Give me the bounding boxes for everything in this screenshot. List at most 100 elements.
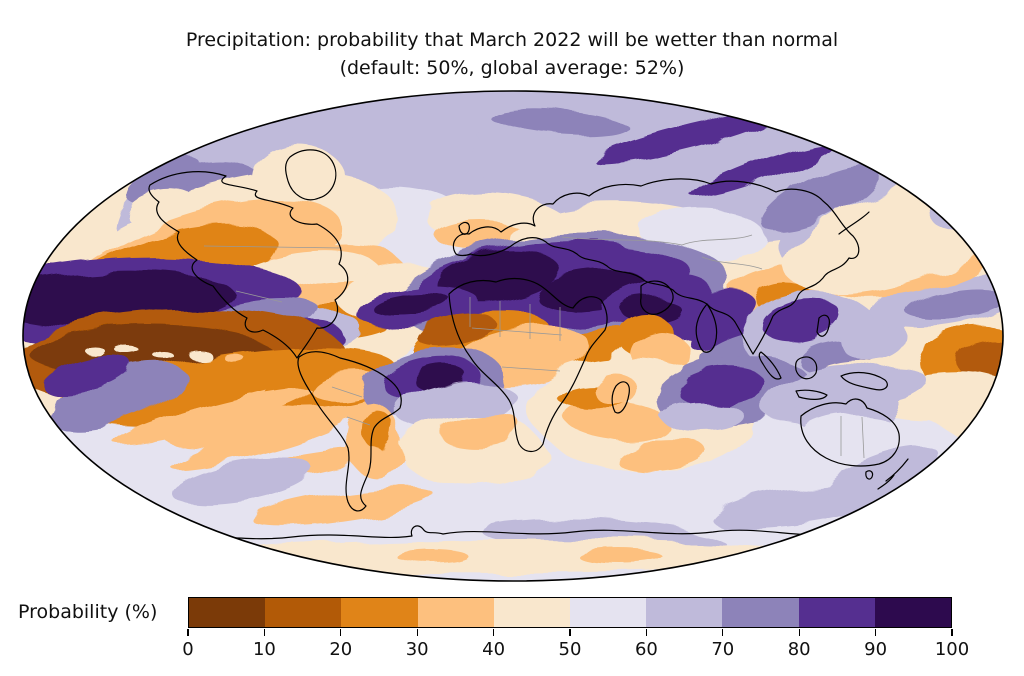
colorbar-tick — [645, 629, 648, 636]
colorbar-tick-label: 10 — [252, 639, 276, 660]
probability-region-blob — [689, 310, 765, 352]
plot-title: Precipitation: probability that March 20… — [185, 29, 839, 51]
country-border — [331, 386, 371, 426]
probability-region-blob — [905, 287, 1003, 321]
colorbar-tick-label: 40 — [482, 639, 506, 660]
probability-region-blob — [677, 367, 763, 405]
colorbar-tick-label: 20 — [329, 639, 353, 660]
country-border — [840, 416, 865, 459]
coastline — [151, 525, 834, 540]
probability-region-blob — [222, 352, 242, 360]
colorbar-tick — [798, 629, 800, 636]
probability-region-blob — [565, 400, 669, 442]
colorbar-tick-label: 80 — [787, 639, 811, 660]
coastline — [800, 398, 900, 467]
probability-region-blob — [48, 362, 186, 430]
colorbar-tick — [340, 629, 342, 636]
colorbar-tick-label: 30 — [405, 639, 429, 660]
colorbar-tick — [416, 629, 418, 636]
plot-subtitle: (default: 50%, global average: 52%) — [339, 57, 685, 79]
coastline — [458, 221, 470, 235]
country-borders-layer — [203, 234, 865, 459]
colorbar-tick — [874, 629, 877, 636]
probability-region-blob — [691, 143, 833, 199]
coastline — [285, 149, 337, 201]
colorbar-segment — [570, 598, 647, 627]
probability-region-blob — [801, 416, 913, 466]
colorbar-segment — [722, 598, 799, 627]
probability-region-blob — [115, 346, 139, 354]
probability-region-blob — [592, 372, 636, 404]
probability-region-blob — [616, 439, 708, 473]
coastline — [795, 356, 818, 380]
country-border — [561, 234, 753, 246]
probability-region-blob — [113, 386, 311, 446]
country-border — [471, 327, 563, 372]
coastline — [865, 470, 874, 480]
colorbar-tick-label: 50 — [558, 639, 582, 660]
probability-region-blob — [760, 163, 880, 231]
probability-region-blob — [490, 107, 630, 139]
probability-region-blob — [647, 291, 757, 341]
colorbar-segment — [798, 598, 875, 627]
colorbar-ticks: 0 10 20 30 40 50 60 70 80 90 100 — [182, 628, 969, 672]
probability-region-blob — [580, 551, 664, 565]
colorbar-tick — [951, 629, 953, 636]
map-fill-layer — [23, 91, 1003, 581]
colorbar-tick — [492, 629, 495, 636]
probability-region-blob — [168, 414, 346, 468]
colorbar-tick-label: 100 — [934, 639, 970, 660]
colorbar-tick — [569, 629, 571, 636]
coastline — [640, 280, 674, 315]
plot-title-block: Precipitation: probability that March 20… — [0, 26, 1024, 82]
probability-region-blob — [396, 549, 468, 563]
coastline — [695, 303, 718, 353]
probability-region-blob — [123, 157, 203, 203]
colorbar-segment — [341, 598, 418, 627]
probability-region-blob — [660, 401, 744, 431]
colorbar-tick — [263, 629, 266, 636]
coastline — [758, 351, 782, 380]
colorbar-tick-label: 0 — [182, 639, 194, 660]
colorbar-tick — [187, 629, 189, 636]
coastlines-layer — [148, 149, 909, 540]
probability-region-blob — [250, 487, 434, 525]
probability-region-blob — [958, 340, 1003, 382]
colorbar-tick-label: 70 — [711, 639, 735, 660]
probability-region-blob — [595, 114, 781, 166]
colorbar — [188, 597, 952, 628]
colorbar-segment — [265, 598, 342, 627]
coastline — [795, 389, 828, 400]
probability-region-blob — [171, 457, 313, 505]
mollweide-map — [22, 90, 1004, 582]
coastline — [297, 351, 402, 512]
probability-region-blob — [371, 292, 451, 316]
coastline — [816, 314, 830, 337]
probability-region-blob — [43, 356, 133, 396]
country-border — [203, 245, 343, 249]
probability-region-blob — [435, 250, 559, 302]
coastline — [148, 171, 349, 359]
probability-region-blob — [152, 350, 172, 358]
colorbar-label: Probability (%) — [18, 601, 158, 623]
probability-region-blob — [823, 447, 941, 505]
coastline — [840, 371, 888, 391]
map-area — [0, 85, 1024, 585]
probability-region-blob — [440, 415, 524, 447]
country-border — [235, 290, 283, 303]
coastline — [448, 277, 608, 453]
colorbar-segment — [874, 598, 952, 627]
map-outline — [22, 90, 1004, 582]
coastline — [838, 211, 870, 235]
colorbar-tick — [722, 629, 724, 636]
probability-region-blob — [762, 300, 842, 342]
country-border — [469, 297, 561, 341]
colorbar-tick-label: 60 — [634, 639, 658, 660]
coastline — [452, 178, 860, 355]
probability-region-blob — [87, 349, 107, 357]
probability-region-blob — [191, 538, 835, 574]
colorbar-segment — [417, 598, 494, 627]
country-border — [701, 256, 763, 270]
coastline — [611, 381, 630, 414]
